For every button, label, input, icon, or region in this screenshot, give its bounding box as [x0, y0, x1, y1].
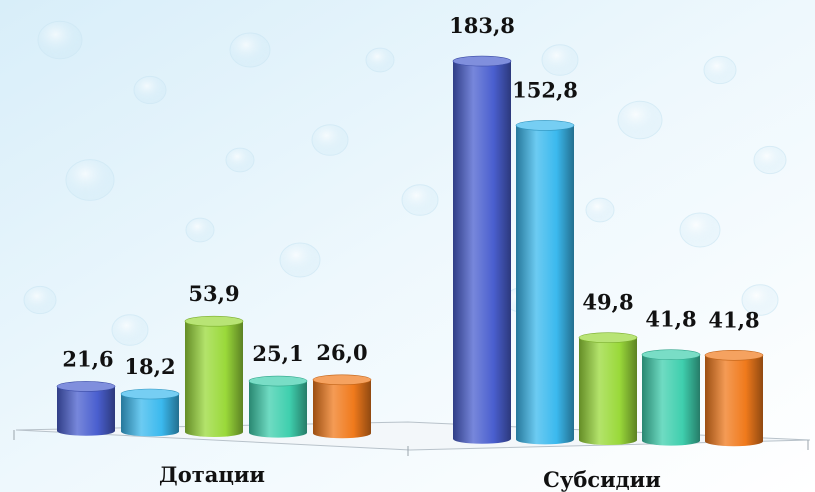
- value-label: 152,8: [512, 77, 578, 102]
- value-label: 18,2: [124, 354, 175, 379]
- water-drop: [311, 124, 349, 156]
- bars-layer: [56, 55, 764, 447]
- bar-cap: [248, 375, 308, 387]
- water-drop: [679, 212, 721, 248]
- bar-subsidii-5: [704, 350, 764, 447]
- bar-body: [313, 379, 371, 439]
- water-drop: [617, 100, 663, 140]
- bar-cap: [641, 349, 701, 361]
- bar-cap: [452, 55, 512, 67]
- water-drop: [23, 285, 57, 315]
- bar-body: [705, 355, 763, 447]
- water-drop: [401, 184, 439, 216]
- bar-subsidii-1: [452, 55, 512, 444]
- bar-cap: [578, 332, 638, 343]
- bar-body: [516, 125, 574, 445]
- bar-body: [57, 386, 115, 436]
- water-drop: [65, 159, 115, 201]
- value-label: 53,9: [188, 281, 239, 306]
- value-label: 49,8: [582, 290, 633, 315]
- bar-cap: [704, 350, 764, 361]
- value-labels-layer: 21,6 18,2 53,9 25,1 26,0 183,8 152,8 49,8 41,8 41…: [62, 13, 759, 379]
- water-drop: [185, 217, 215, 243]
- bar-cap: [184, 315, 244, 327]
- category-label: Субсидии: [543, 467, 661, 492]
- value-label: 21,6: [62, 346, 113, 371]
- bar-body: [249, 381, 307, 438]
- water-drop: [703, 55, 737, 85]
- value-label: 183,8: [449, 13, 515, 38]
- bar-subsidii-3: [578, 332, 638, 445]
- bar-body: [121, 393, 179, 437]
- bar-body: [642, 354, 700, 446]
- bar-dotatsii-3: [184, 315, 244, 437]
- bar-dotatsii-1: [56, 381, 116, 436]
- water-drop: [225, 147, 255, 173]
- bar-dotatsii-4: [248, 375, 308, 438]
- value-label: 25,1: [252, 341, 303, 366]
- water-drop: [541, 44, 579, 76]
- bar-body: [453, 61, 511, 444]
- bar-dotatsii-5: [312, 374, 372, 439]
- category-labels-layer: Дотации Субсидии: [159, 462, 661, 492]
- bar-dotatsii-2: [120, 388, 180, 437]
- water-drop: [111, 314, 149, 346]
- water-drop: [37, 20, 83, 60]
- bar-cap: [120, 388, 180, 400]
- water-drop: [741, 284, 779, 316]
- category-label: Дотации: [159, 462, 265, 487]
- water-drop: [133, 75, 167, 105]
- water-drop: [753, 145, 787, 175]
- bar-subsidii-4: [641, 349, 701, 446]
- water-drop: [585, 197, 615, 223]
- value-label: 26,0: [316, 340, 367, 365]
- water-drops-decoration: [23, 20, 787, 346]
- bar-body: [579, 337, 637, 445]
- bar-cap: [312, 374, 372, 386]
- bar-cap: [515, 120, 575, 131]
- water-drop: [365, 47, 395, 73]
- bar-body: [185, 321, 243, 437]
- value-label: 41,8: [708, 307, 759, 332]
- water-drop: [279, 242, 321, 278]
- bar-cap: [56, 381, 116, 392]
- water-drop: [229, 32, 271, 68]
- value-label: 41,8: [645, 307, 696, 332]
- bar-subsidii-2: [515, 120, 575, 445]
